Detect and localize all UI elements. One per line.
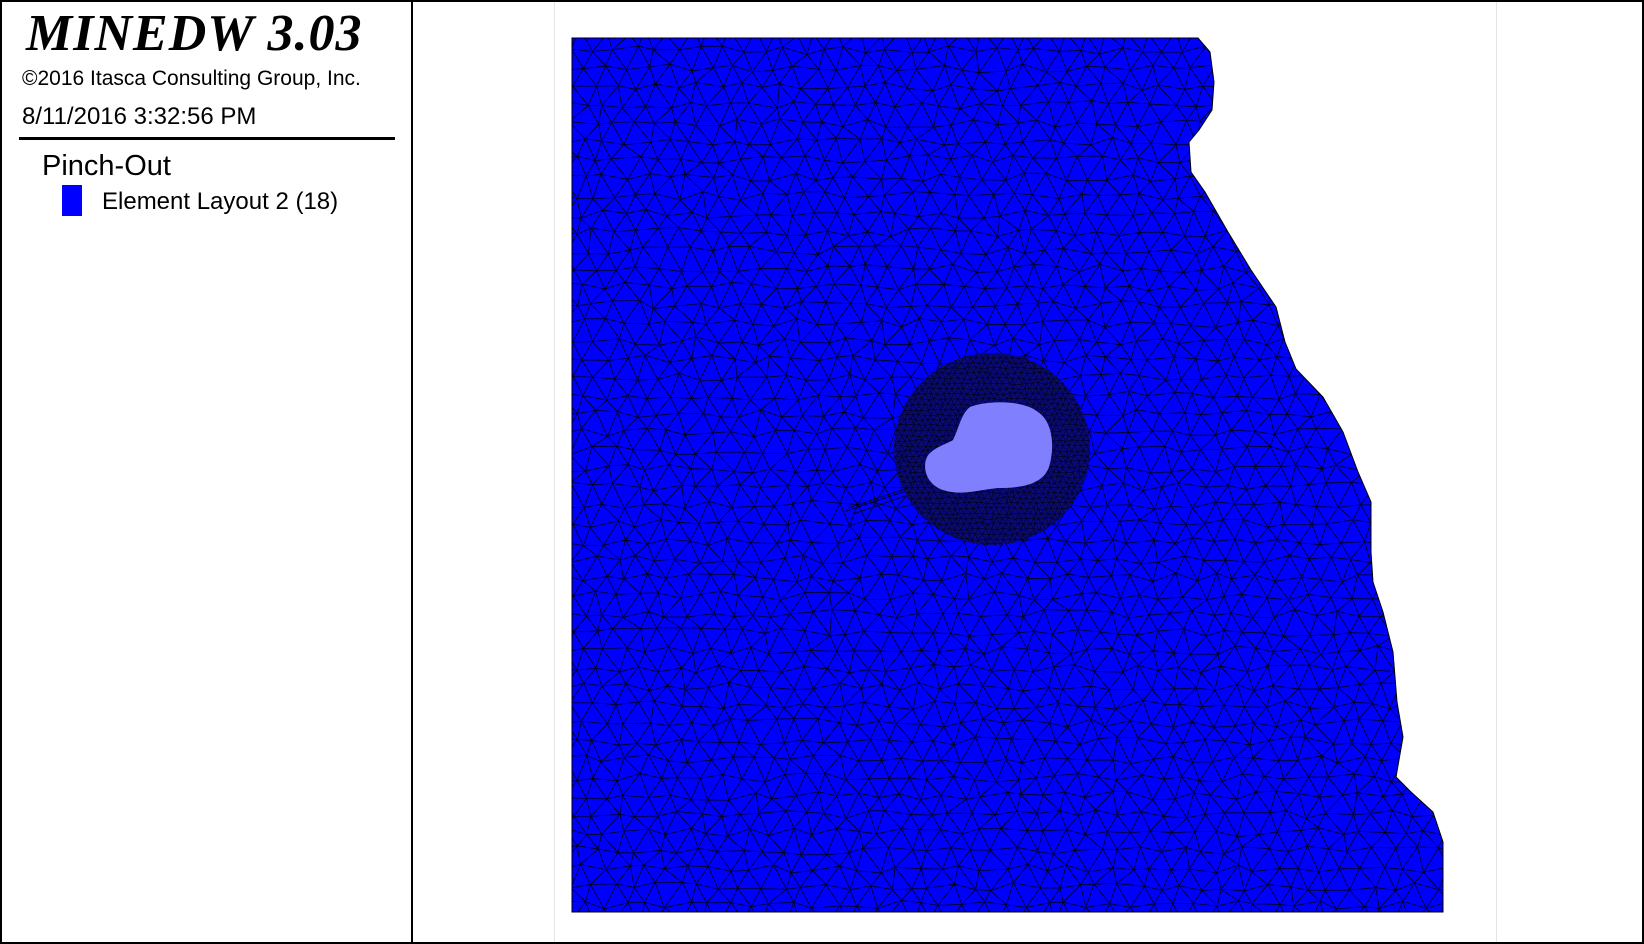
legend-panel: MINEDW 3.03 ©2016 Itasca Consulting Grou… — [2, 2, 413, 942]
viewport-guide-right — [1496, 2, 1497, 942]
viewport-guide-left — [554, 2, 555, 942]
finite-element-mesh[interactable] — [413, 2, 1642, 942]
map-view[interactable] — [413, 2, 1642, 942]
legend-divider — [19, 137, 395, 140]
timestamp: 8/11/2016 3:32:56 PM — [22, 103, 257, 130]
refined-tail-edges — [842, 487, 909, 515]
legend-item-label: Element Layout 2 (18) — [102, 188, 339, 215]
app-title: MINEDW 3.03 — [26, 5, 363, 62]
copyright-text: ©2016 Itasca Consulting Group, Inc. — [22, 67, 361, 90]
legend-heading: Pinch-Out — [42, 150, 171, 182]
pinch-out-region[interactable] — [925, 402, 1053, 493]
legend-swatch-element-layout — [62, 185, 82, 216]
